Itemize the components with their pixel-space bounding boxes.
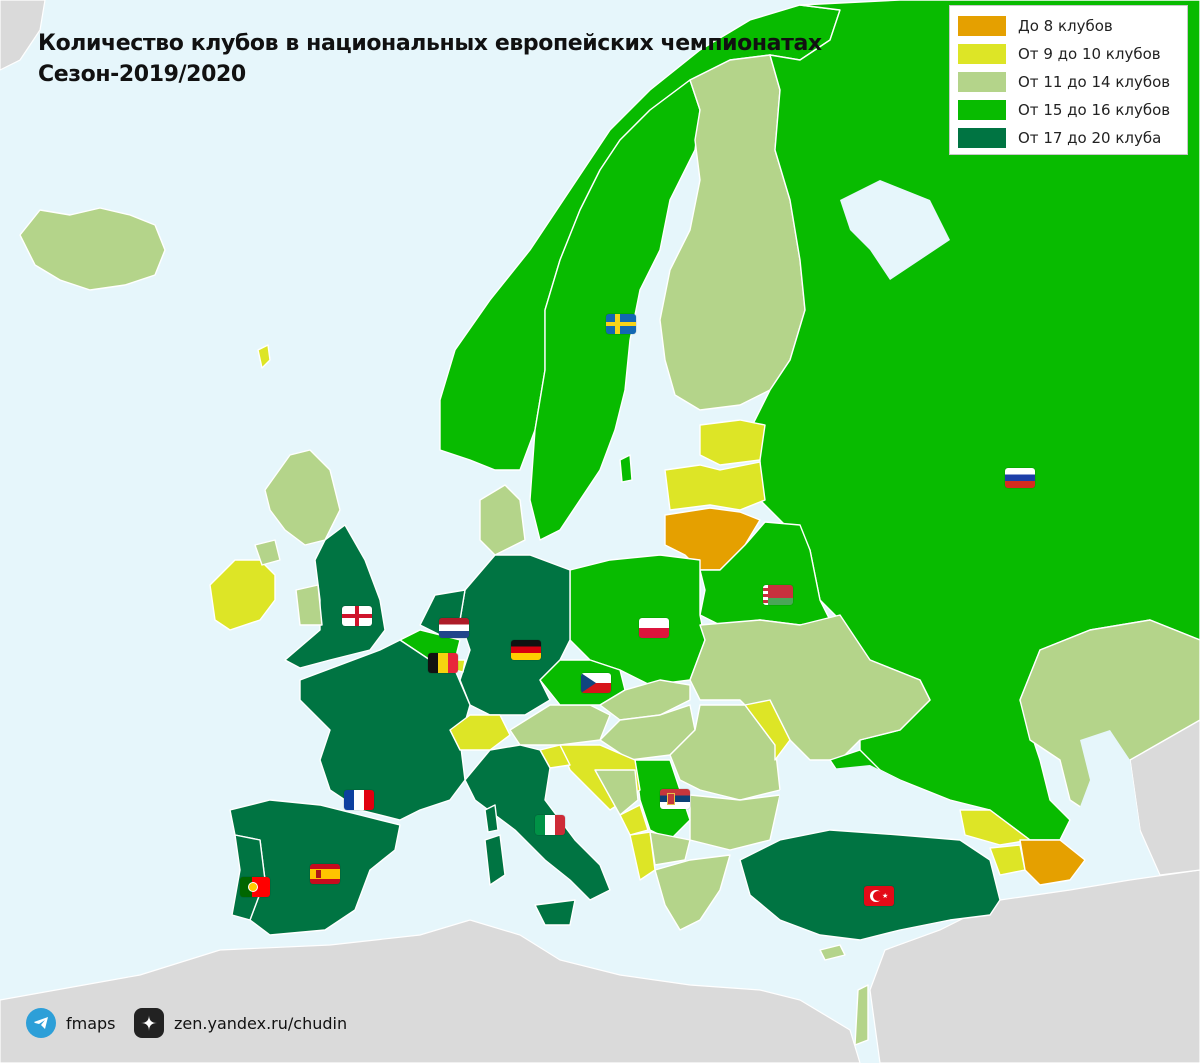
hungary — [599, 704, 696, 761]
estonia — [699, 419, 766, 466]
scotland — [264, 449, 341, 546]
greenland-land — [0, 0, 46, 71]
netherlands-flag — [439, 618, 469, 638]
telegram-credit[interactable]: fmaps — [26, 1008, 116, 1038]
spain-flag — [310, 864, 340, 884]
sweden — [529, 79, 701, 541]
romania — [669, 704, 781, 801]
middle-east-land — [869, 869, 1200, 1063]
zen-credit[interactable]: zen.yandex.ru/chudin — [134, 1008, 347, 1038]
zen-icon — [134, 1008, 164, 1038]
portugal-flag — [240, 877, 270, 897]
russia-flag — [1005, 468, 1035, 488]
serbia-flag — [660, 789, 690, 809]
sicily — [534, 899, 576, 926]
switzerland — [449, 714, 511, 751]
telegram-label: fmaps — [66, 1013, 116, 1033]
germany — [459, 554, 571, 716]
legend-item: От 17 до 20 клуба — [958, 124, 1179, 152]
azerbaijan — [1019, 839, 1086, 886]
turkey — [739, 829, 1001, 941]
legend-swatch — [958, 72, 1006, 92]
legend-label: От 15 до 16 клубов — [1018, 101, 1171, 119]
caspian-sea — [1075, 730, 1140, 880]
legend-label: От 17 до 20 клуба — [1018, 129, 1162, 147]
latvia — [664, 461, 766, 511]
cyprus — [819, 944, 846, 961]
legend-label: До 8 клубов — [1018, 17, 1113, 35]
belgium-flag — [428, 653, 458, 673]
title-line-2: Сезон-2019/2020 — [38, 62, 246, 87]
africa-land — [0, 919, 861, 1063]
legend-swatch — [958, 128, 1006, 148]
legend-item: От 15 до 16 клубов — [958, 96, 1179, 124]
wales — [295, 584, 323, 626]
israel — [854, 984, 869, 1046]
belarus — [699, 521, 831, 626]
legend-swatch — [958, 100, 1006, 120]
italy-flag — [535, 815, 565, 835]
georgia — [959, 809, 1031, 846]
legend: До 8 клубов От 9 до 10 клубов От 11 до 1… — [949, 5, 1188, 155]
gotland — [619, 454, 633, 483]
iceland — [19, 207, 166, 291]
austria — [509, 704, 611, 746]
legend-item: От 11 до 14 клубов — [958, 68, 1179, 96]
belarus-flag — [763, 585, 793, 605]
legend-label: От 11 до 14 клубов — [1018, 73, 1171, 91]
ireland — [209, 559, 276, 631]
germany-flag — [511, 640, 541, 660]
northern-ireland — [254, 539, 281, 566]
poland-flag — [639, 618, 669, 638]
legend-label: От 9 до 10 клубов — [1018, 45, 1161, 63]
legend-item: От 9 до 10 клубов — [958, 40, 1179, 68]
sweden-flag — [606, 314, 636, 334]
north-macedonia — [649, 831, 691, 866]
czech-flag — [581, 673, 611, 693]
france-flag — [344, 790, 374, 810]
map-title: Количество клубов в национальных европей… — [38, 28, 822, 90]
turkey-flag: ★ — [864, 886, 894, 906]
faroe — [257, 344, 271, 369]
title-line-1: Количество клубов в национальных европей… — [38, 31, 822, 56]
france — [299, 639, 471, 821]
greece — [654, 854, 731, 931]
denmark — [479, 484, 526, 556]
bosnia — [594, 769, 639, 816]
zen-label: zen.yandex.ru/chudin — [174, 1013, 348, 1033]
moldova — [744, 699, 791, 761]
legend-item: До 8 клубов — [958, 12, 1179, 40]
legend-swatch — [958, 44, 1006, 64]
corsica — [484, 804, 499, 833]
ukraine — [689, 614, 931, 761]
white-sea — [840, 180, 950, 280]
black-sea — [778, 765, 960, 830]
montenegro — [619, 804, 649, 836]
england-flag — [342, 606, 372, 626]
telegram-icon — [26, 1008, 56, 1038]
sardinia — [484, 834, 506, 886]
legend-swatch — [958, 16, 1006, 36]
